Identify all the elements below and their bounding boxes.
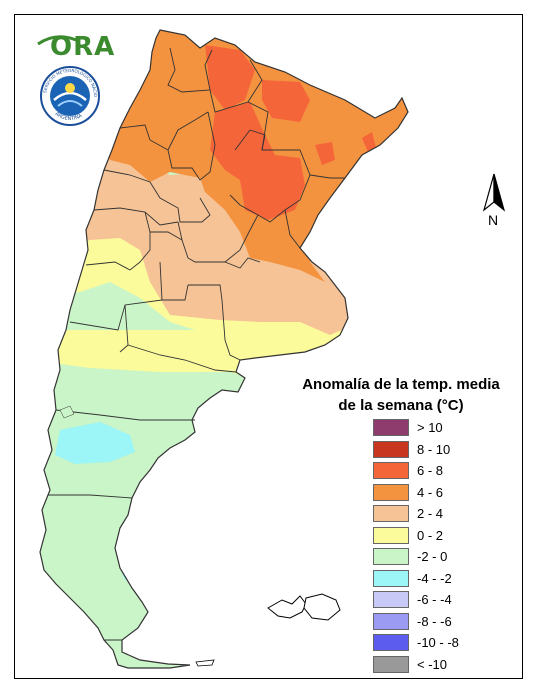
malvinas-west	[267, 595, 307, 619]
legend-label: -4 - -2	[417, 570, 452, 586]
border-chubut-north	[55, 409, 195, 421]
north-arrow-icon	[482, 173, 506, 212]
border-chaco-2	[234, 129, 266, 151]
zone-anomaly-minus4-minus2-chubut	[55, 422, 135, 464]
zone-anomaly-6-8-salta	[205, 45, 255, 110]
legend-item: -4 - -2	[373, 569, 513, 591]
border-chaco	[247, 101, 311, 223]
legend: > 10 8 - 10 6 - 8 4 - 6 2 - 4 0 - 2 -2 -…	[373, 418, 513, 676]
legend-title-line1: Anomalía de la temp. media	[302, 376, 500, 393]
legend-item: -2 - 0	[373, 547, 513, 569]
ora-swoosh-icon	[37, 35, 77, 46]
legend-label: 2 - 4	[417, 506, 444, 521]
legend-swatch	[373, 419, 409, 436]
border-san-luis	[150, 231, 183, 241]
legend-label: -8 - -6	[417, 613, 452, 629]
legend-swatch	[373, 548, 409, 565]
smn-seal: SERVICIO METEOROLÓGICO NACIONAL ARGENTIN…	[38, 62, 100, 126]
legend-swatch	[373, 591, 409, 608]
ora-logo-text: ORA	[50, 32, 116, 62]
border-corrientes	[309, 174, 345, 179]
border-entre-rios	[284, 209, 301, 249]
legend-item: < -10	[373, 655, 513, 677]
north-arrow	[480, 172, 514, 232]
legend-label: 0 - 2	[417, 527, 444, 543]
legend-swatch	[373, 526, 409, 544]
legend-swatch	[373, 462, 409, 479]
legend-swatch	[373, 655, 409, 673]
zone-anomaly-6-8-corrientes	[315, 142, 335, 165]
border-la-pampa	[188, 284, 241, 361]
legend-item: -8 - -6	[373, 612, 513, 634]
ora-logo: ORA	[36, 30, 114, 62]
smn-seal-icon: SERVICIO METEOROLÓGICO NACIONAL ARGENTIN…	[38, 62, 100, 126]
legend-label: 8 - 10	[417, 441, 451, 457]
zone-anomaly-2-4	[40, 150, 360, 335]
legend-item: 2 - 4	[373, 504, 513, 526]
malvinas-east	[303, 593, 341, 621]
border-san-luis-south	[159, 261, 189, 301]
legend-title-line2: de la semana (°C)	[338, 397, 464, 414]
border-la-rioja	[103, 169, 211, 223]
legend-item: 6 - 8	[373, 461, 513, 483]
legend-swatch	[373, 612, 409, 630]
legend-swatch	[373, 569, 409, 587]
legend-label: > 10	[417, 420, 443, 435]
legend-swatch	[373, 440, 409, 458]
border-rio-negro	[127, 344, 237, 373]
zone-anomaly-6-8-formosa	[262, 80, 310, 122]
border-mendoza-south	[69, 299, 163, 331]
malvinas-islands	[267, 593, 341, 621]
legend-item: -10 - -8	[373, 633, 513, 655]
legend-label: -2 - 0	[417, 549, 448, 564]
legend-swatch	[373, 483, 409, 501]
border-santa-cruz-north	[48, 494, 133, 499]
legend-item: 4 - 6	[373, 483, 513, 505]
border-santa-fe	[224, 257, 261, 269]
border-catamarca-tucuman	[119, 111, 216, 181]
isla-de-los-estados	[195, 659, 215, 667]
legend-item: 0 - 2	[373, 526, 513, 548]
legend-label: -10 - -8	[417, 635, 459, 650]
legend-label: < -10	[417, 656, 447, 672]
legend-label: 4 - 6	[417, 484, 444, 500]
zone-anomaly-6-8-chaco	[210, 102, 305, 220]
legend-title: Anomalía de la temp. media de la semana …	[286, 374, 516, 416]
sea-islands	[59, 405, 75, 419]
legend-swatch	[373, 634, 409, 651]
north-label: N	[488, 212, 499, 228]
legend-label: -6 - -4	[417, 592, 452, 607]
legend-item: > 10	[373, 418, 513, 440]
border-jujuy	[167, 47, 213, 93]
legend-item: -6 - -4	[373, 590, 513, 612]
legend-swatch	[373, 505, 409, 522]
zone-anomaly-6-8-misiones	[362, 132, 376, 152]
border-tucuman	[167, 111, 209, 151]
province-borders	[39, 29, 409, 669]
legend-label: 6 - 8	[417, 463, 444, 478]
zone-anomaly-minus4-minus2-west	[40, 556, 42, 572]
staten-island	[195, 659, 215, 667]
legend-item: 8 - 10	[373, 440, 513, 462]
seal-bottom-text: ARGENTINA	[54, 111, 84, 122]
